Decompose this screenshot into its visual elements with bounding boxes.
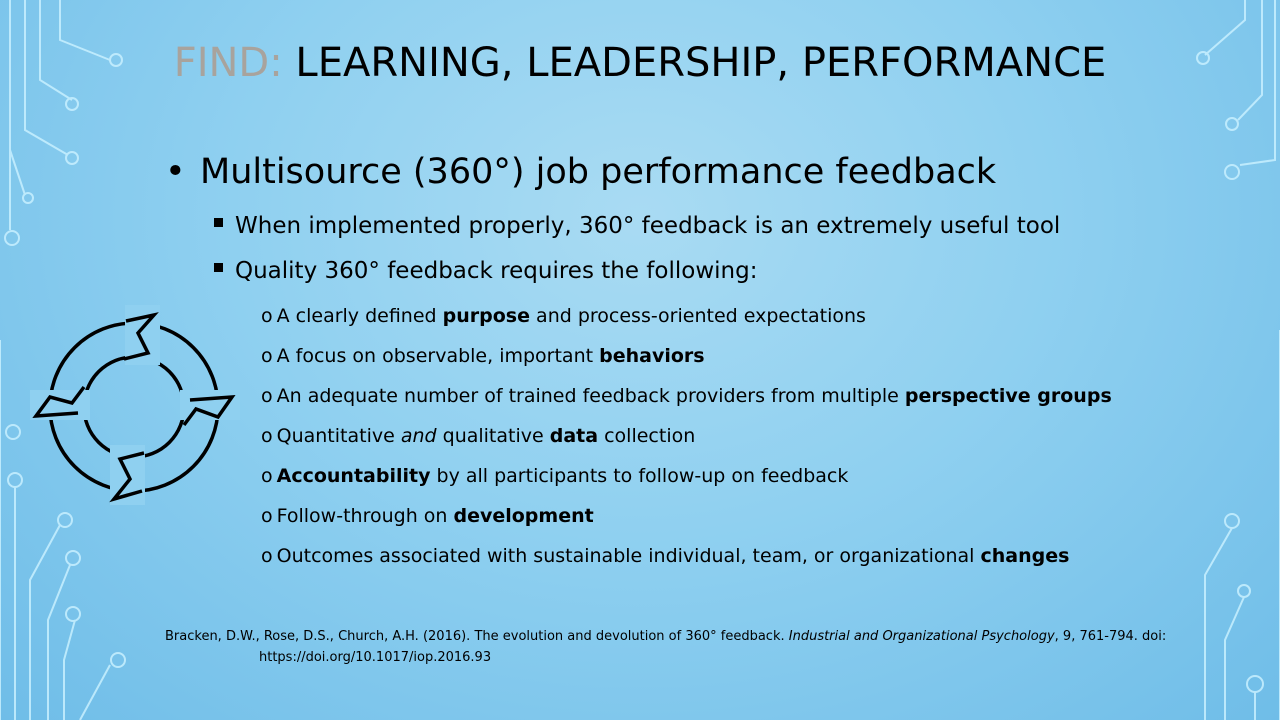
circle-bullet-icon: o <box>261 505 273 527</box>
circle-bullet-icon: o <box>261 465 273 487</box>
main-bullet: • Multisource (360°) job performance feed… <box>165 152 996 192</box>
circle-bullet-icon: o <box>261 305 273 327</box>
list-item: o Accountability by all participants to f… <box>261 465 849 487</box>
square-bullet-icon <box>214 218 223 227</box>
list-item: o Follow-through on development <box>261 505 594 527</box>
list-item: o Quantitative and qualitative data colle… <box>261 425 696 447</box>
sub-bullet-1: When implemented properly, 360° feedback… <box>214 213 1060 239</box>
cycle-arrows-icon <box>30 305 240 505</box>
reference-volume: , 9, 761-794. doi: <box>1054 629 1167 644</box>
circle-bullet-icon: o <box>261 425 273 447</box>
main-bullet-text: Multisource (360°) job performance feedb… <box>200 152 997 192</box>
sub-bullet-text: Quality 360° feedback requires the follo… <box>235 258 758 284</box>
list-item: o Outcomes associated with sustainable in… <box>261 545 1070 567</box>
circle-bullet-icon: o <box>261 545 273 567</box>
reference-citation: Bracken, D.W., Rose, D.S., Church, A.H. … <box>165 626 1225 668</box>
sub-bullet-text: When implemented properly, 360° feedback… <box>235 213 1061 239</box>
bullet-dot-icon: • <box>165 152 186 192</box>
circle-bullet-icon: o <box>261 385 273 407</box>
title-prefix: FIND: <box>173 40 283 86</box>
circle-bullet-icon: o <box>261 345 273 367</box>
square-bullet-icon <box>214 263 223 272</box>
list-item: o An adequate number of trained feedback … <box>261 385 1112 407</box>
title-main: LEARNING, LEADERSHIP, PERFORMANCE <box>282 40 1107 86</box>
sub-bullet-2: Quality 360° feedback requires the follo… <box>214 258 757 284</box>
reference-doi-link[interactable]: https://doi.org/10.1017/iop.2016.93 <box>259 650 492 665</box>
reference-text: Bracken, D.W., Rose, D.S., Church, A.H. … <box>165 629 789 644</box>
reference-journal: Industrial and Organizational Psychology <box>788 629 1055 644</box>
slide-title: FIND: LEARNING, LEADERSHIP, PERFORMANCE <box>0 40 1280 86</box>
